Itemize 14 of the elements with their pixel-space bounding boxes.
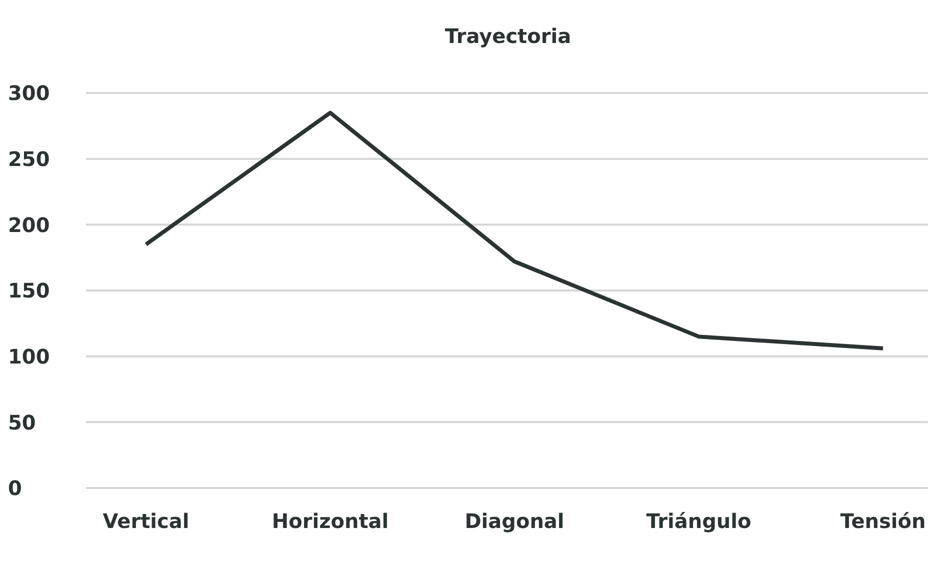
y-tick-label: 200 [8, 212, 50, 237]
y-tick-label: 150 [8, 278, 50, 303]
y-tick-label: 50 [8, 410, 36, 434]
x-tick-label: Horizontal [272, 509, 389, 534]
x-tick-label: Diagonal [464, 509, 564, 534]
x-tick-label: Vertical [102, 509, 190, 534]
y-tick-label: 100 [8, 344, 50, 368]
x-tick-label: Tensión [840, 509, 926, 534]
x-tick-label: Triángulo [646, 509, 752, 534]
chart-title: Trayectoria [444, 23, 572, 48]
y-tick-label: 250 [8, 146, 50, 171]
y-tick-label: 300 [8, 81, 50, 106]
y-tick-label: 0 [8, 476, 22, 500]
line-series [144, 110, 885, 350]
